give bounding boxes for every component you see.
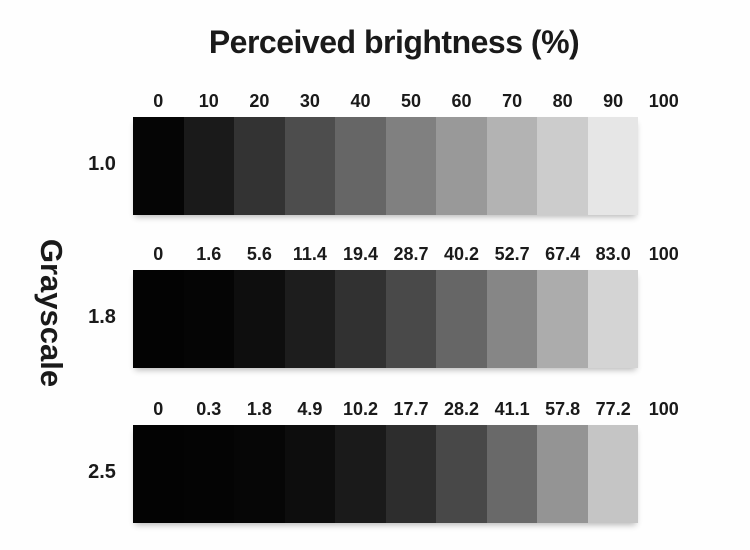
brightness-value-label: 28.2 bbox=[444, 399, 480, 419]
gamma-row-1.0: 1.0 0 10 20 30 40 50 60 70 80 90 100 bbox=[0, 91, 750, 223]
brightness-value-label: 80 bbox=[552, 91, 573, 111]
grayscale-segment bbox=[587, 270, 638, 368]
grayscale-segment bbox=[284, 117, 335, 215]
gamma-row-2.5: 2.5 0 0.3 1.8 4.9 10.2 17.7 28.2 41.1 57.8 77.2 100 bbox=[0, 399, 750, 531]
grayscale-segment bbox=[537, 117, 588, 215]
grayscale-segment bbox=[537, 425, 588, 523]
grayscale-segment bbox=[284, 270, 335, 368]
brightness-value-label: 90 bbox=[603, 91, 624, 111]
grayscale-segment bbox=[234, 270, 285, 368]
brightness-value-label: 0.3 bbox=[196, 399, 222, 419]
grayscale-segment bbox=[486, 117, 537, 215]
brightness-value-label: 28.7 bbox=[393, 244, 429, 264]
brightness-value-label: 100 bbox=[648, 244, 679, 264]
grayscale-segment bbox=[385, 425, 436, 523]
grayscale-segment bbox=[486, 270, 537, 368]
grayscale-segment bbox=[385, 270, 436, 368]
brightness-value-label: 40.2 bbox=[444, 244, 480, 264]
figure-title: Perceived brightness (%) bbox=[208, 24, 580, 60]
brightness-value-label: 0 bbox=[153, 91, 164, 111]
brightness-value-label: 4.9 bbox=[297, 399, 323, 419]
grayscale-segment bbox=[234, 117, 285, 215]
grayscale-segment bbox=[335, 270, 386, 368]
grayscale-segment bbox=[234, 425, 285, 523]
brightness-value-label: 10 bbox=[198, 91, 219, 111]
grayscale-segment bbox=[284, 425, 335, 523]
brightness-value-label: 52.7 bbox=[494, 244, 530, 264]
brightness-value-label: 20 bbox=[249, 91, 270, 111]
brightness-value-label: 100 bbox=[648, 399, 679, 419]
brightness-value-label: 0 bbox=[153, 399, 164, 419]
brightness-value-label: 1.8 bbox=[246, 399, 272, 419]
grayscale-segment bbox=[436, 117, 487, 215]
brightness-value-label: 30 bbox=[299, 91, 320, 111]
brightness-value-label: 11.4 bbox=[292, 244, 327, 264]
grayscale-segment bbox=[486, 425, 537, 523]
grayscale-gradient-bar bbox=[133, 425, 638, 523]
brightness-value-label: 77.2 bbox=[595, 399, 631, 419]
brightness-value-label: 5.6 bbox=[246, 244, 272, 264]
grayscale-gradient-bar bbox=[133, 270, 638, 368]
brightness-value-label: 17.7 bbox=[393, 399, 429, 419]
brightness-value-label: 57.8 bbox=[545, 399, 581, 419]
brightness-value-label: 100 bbox=[648, 91, 679, 111]
grayscale-gradient-bar bbox=[133, 117, 638, 215]
gamma-value-label: 2.5 bbox=[88, 461, 116, 483]
gamma-row-1.8: 1.8 0 1.6 5.6 11.4 19.4 28.7 40.2 52.7 67.4 83.0 10… bbox=[0, 244, 750, 376]
grayscale-segment bbox=[133, 425, 184, 523]
grayscale-segment bbox=[335, 425, 386, 523]
brightness-value-label: 83.0 bbox=[595, 244, 631, 264]
grayscale-segment bbox=[183, 425, 234, 523]
grayscale-segment bbox=[436, 425, 487, 523]
gamma-value-label: 1.0 bbox=[88, 153, 116, 175]
brightness-value-label: 67.4 bbox=[545, 244, 581, 264]
brightness-value-label: 60 bbox=[451, 91, 472, 111]
brightness-value-label: 0 bbox=[153, 244, 164, 264]
grayscale-segment bbox=[587, 117, 638, 215]
brightness-value-label: 41.1 bbox=[494, 399, 530, 419]
grayscale-segment bbox=[587, 425, 638, 523]
brightness-value-label: 70 bbox=[502, 91, 523, 111]
grayscale-segment bbox=[436, 270, 487, 368]
brightness-value-label: 10.2 bbox=[342, 399, 378, 419]
brightness-value-label: 50 bbox=[400, 91, 422, 111]
brightness-value-label: 19.4 bbox=[342, 244, 378, 264]
brightness-value-label: 40 bbox=[350, 91, 371, 111]
grayscale-segment bbox=[335, 117, 386, 215]
perceived-brightness-labels: 0 10 20 30 40 50 60 70 80 90 100 bbox=[133, 91, 689, 111]
perceived-brightness-labels: 0 1.6 5.6 11.4 19.4 28.7 40.2 52.7 67.4 83.0 100 bbox=[133, 244, 689, 264]
perceived-brightness-labels: 0 0.3 1.8 4.9 10.2 17.7 28.2 41.1 57.8 77.2 100 bbox=[133, 399, 689, 419]
grayscale-segment bbox=[183, 270, 234, 368]
grayscale-segment bbox=[183, 117, 234, 215]
gamma-value-label: 1.8 bbox=[88, 306, 116, 328]
grayscale-segment bbox=[133, 117, 184, 215]
brightness-value-label: 1.6 bbox=[196, 244, 222, 264]
grayscale-segment bbox=[385, 117, 436, 215]
grayscale-segment bbox=[133, 270, 184, 368]
grayscale-segment bbox=[537, 270, 588, 368]
